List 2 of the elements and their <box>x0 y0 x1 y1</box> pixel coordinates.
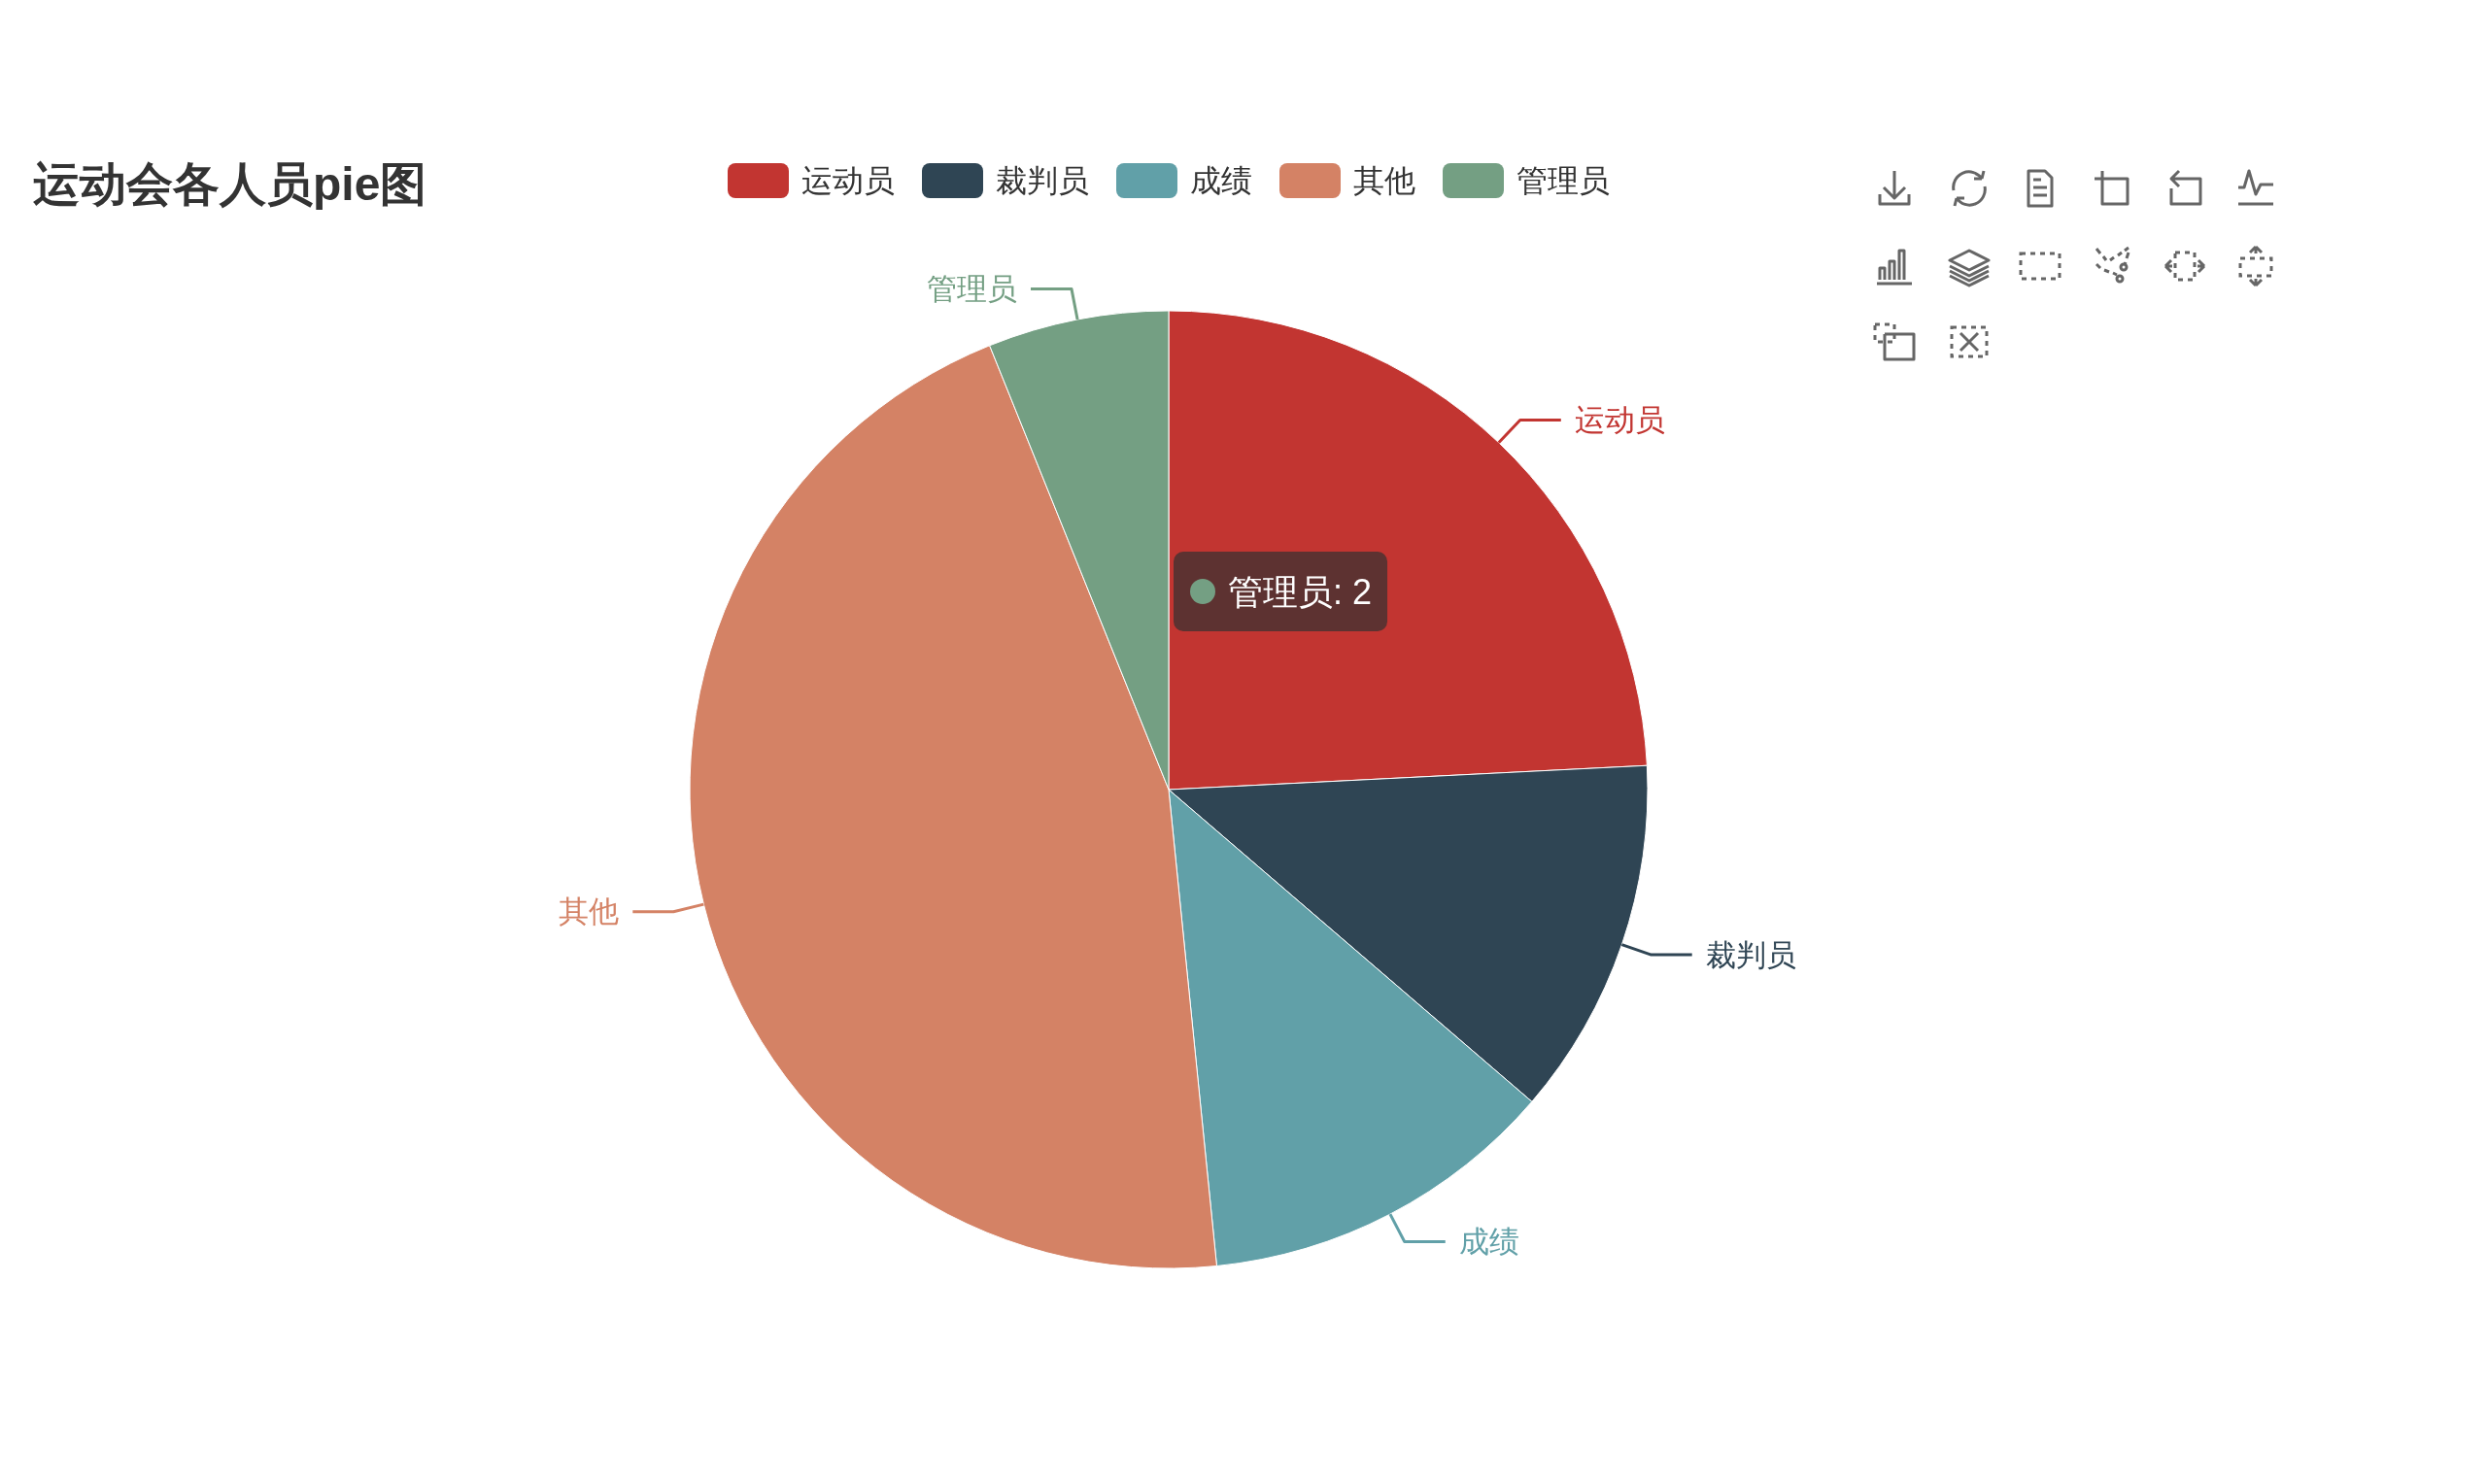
title: 运动会各人员pie图 <box>33 157 427 210</box>
annotation: 管理员: 2 <box>1228 571 1373 612</box>
